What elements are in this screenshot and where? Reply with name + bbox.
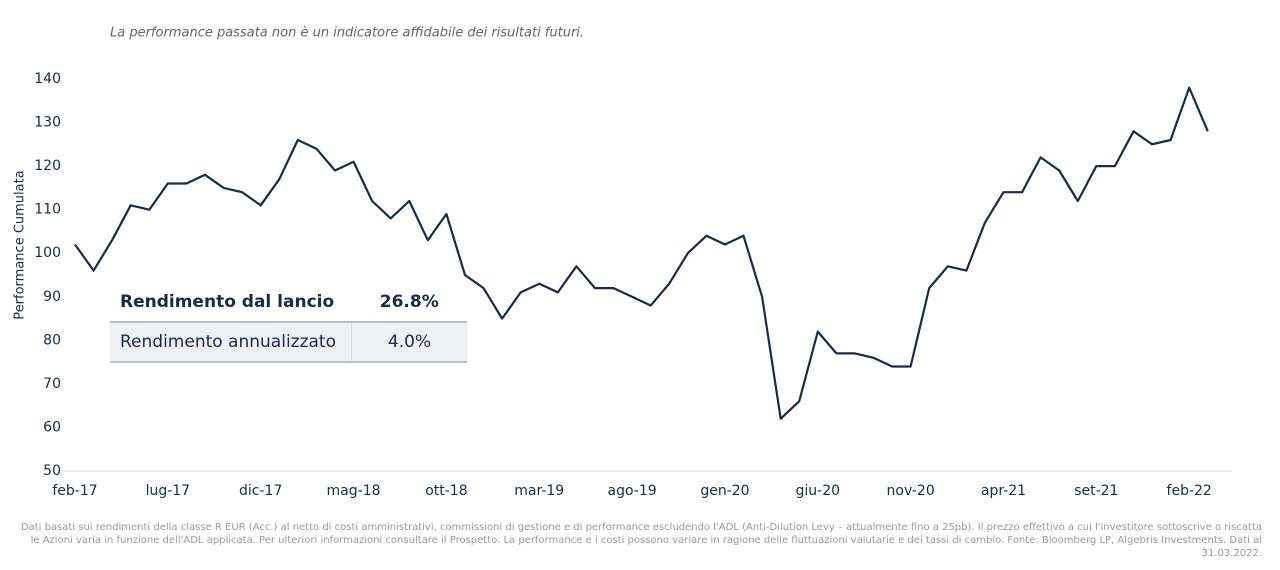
y-axis-label: Performance Cumulata <box>13 170 28 319</box>
table-row: Rendimento dal lancio 26.8% <box>110 283 467 323</box>
data-line <box>74 86 1209 420</box>
x-tick-label: dic-17 <box>239 483 282 499</box>
table-cell: Rendimento dal lancio <box>110 283 352 323</box>
x-tick-label: mar-19 <box>514 483 564 499</box>
x-tick-label: set-21 <box>1074 483 1118 499</box>
y-tick-label: 110 <box>34 202 61 218</box>
x-tick-label: nov-20 <box>887 483 935 499</box>
x-tick-label: ago-19 <box>608 483 657 499</box>
y-tick-label: 70 <box>43 376 61 392</box>
table-cell: Rendimento annualizzato <box>110 322 352 363</box>
y-tick-label: 50 <box>43 463 61 479</box>
x-tick-label: feb-17 <box>52 483 97 499</box>
note: La performance passata non è un indicato… <box>110 26 584 41</box>
x-tick-label: mag-18 <box>327 483 381 499</box>
y-tick-label: 90 <box>43 289 61 305</box>
y-tick-label: 100 <box>34 245 61 261</box>
y-tick-label: 140 <box>34 71 61 87</box>
y-tick-label: 120 <box>34 158 61 174</box>
y-tick-label: 130 <box>34 115 61 131</box>
y-tick-label: 80 <box>43 332 61 348</box>
x-tick-label: lug-17 <box>146 483 191 499</box>
table-cell: 26.8% <box>351 283 467 323</box>
x-tick-label: apr-21 <box>981 483 1026 499</box>
x-tick-label: giu-20 <box>796 483 841 499</box>
x-tick-label: feb-22 <box>1167 483 1212 499</box>
footnote: Dati basati sui rendimenti della classe … <box>20 522 1262 559</box>
table-row: Rendimento annualizzato 4.0% <box>110 322 467 363</box>
table-cell: 4.0% <box>351 322 467 363</box>
returns-table: Rendimento dal lancio 26.8% Rendimento an… <box>110 283 467 363</box>
y-tick-label: 60 <box>43 419 61 435</box>
x-tick-label: gen-20 <box>700 483 749 499</box>
x-tick-label: ott-18 <box>425 483 467 499</box>
